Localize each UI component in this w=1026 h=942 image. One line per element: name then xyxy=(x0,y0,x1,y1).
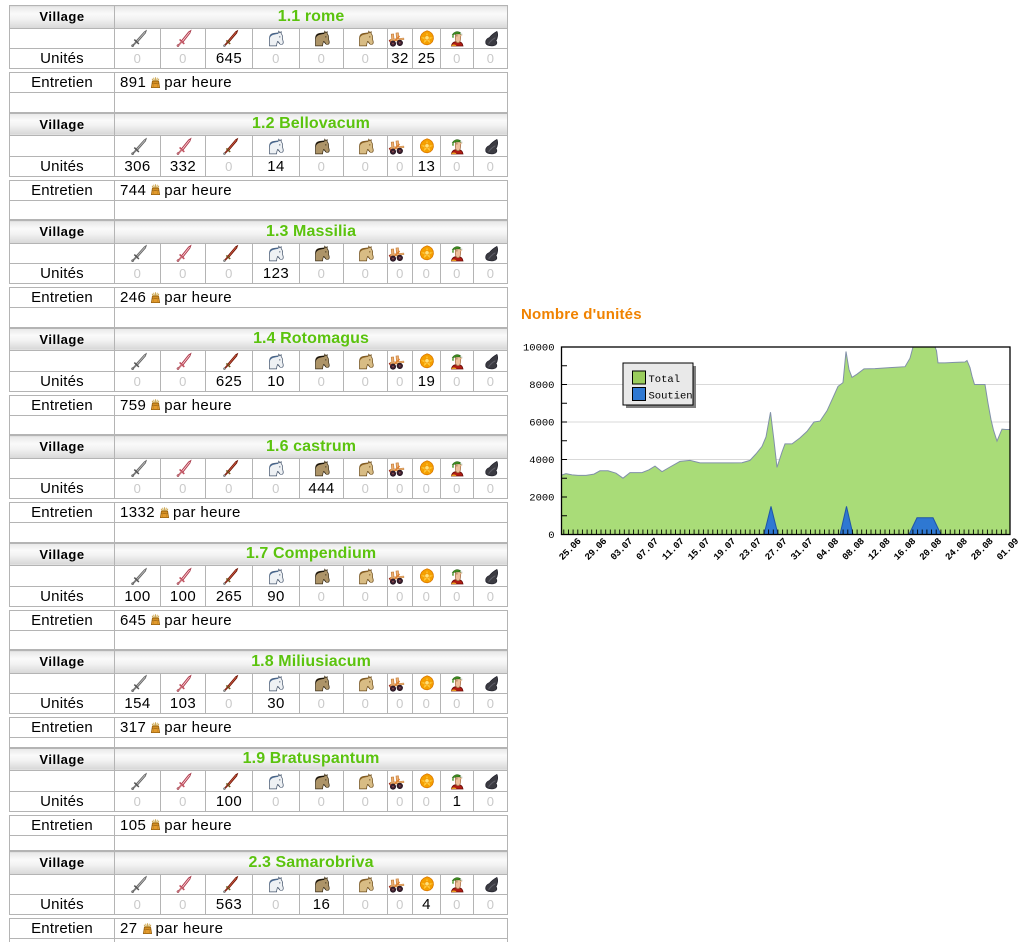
svg-text:15.07: 15.07 xyxy=(686,536,713,563)
svg-text:27.07: 27.07 xyxy=(763,536,790,563)
svg-text:10000: 10000 xyxy=(523,343,555,355)
svg-text:0: 0 xyxy=(548,530,554,542)
svg-text:24.08: 24.08 xyxy=(943,536,970,563)
svg-text:12.08: 12.08 xyxy=(866,536,893,563)
svg-text:8000: 8000 xyxy=(529,380,554,392)
svg-text:29.06: 29.06 xyxy=(583,536,610,563)
svg-text:11.07: 11.07 xyxy=(660,536,687,563)
svg-text:23.07: 23.07 xyxy=(737,536,764,563)
svg-text:25.06: 25.06 xyxy=(557,536,584,563)
svg-text:4000: 4000 xyxy=(529,455,554,467)
svg-text:Soutien: Soutien xyxy=(649,391,693,403)
svg-text:08.08: 08.08 xyxy=(840,536,867,563)
svg-text:Total: Total xyxy=(649,374,681,386)
svg-text:19.07: 19.07 xyxy=(711,536,738,563)
svg-text:2000: 2000 xyxy=(529,493,554,505)
svg-text:04.08: 04.08 xyxy=(814,536,841,563)
svg-text:31.07: 31.07 xyxy=(789,536,816,563)
svg-text:01.09: 01.09 xyxy=(995,536,1022,563)
svg-text:6000: 6000 xyxy=(529,418,554,430)
svg-text:16.08: 16.08 xyxy=(892,536,919,563)
svg-text:20.08: 20.08 xyxy=(917,536,944,563)
svg-text:28.08: 28.08 xyxy=(969,536,996,563)
svg-text:07.07: 07.07 xyxy=(634,536,661,563)
svg-text:03.07: 03.07 xyxy=(608,536,635,563)
